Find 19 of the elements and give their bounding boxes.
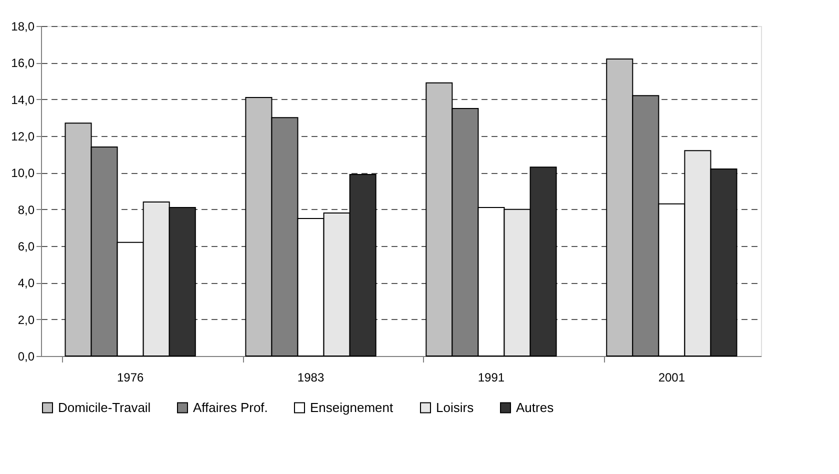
legend-label: Affaires Prof. (193, 400, 268, 415)
legend-label: Enseignement (310, 400, 394, 415)
y-tick-label: 6,0 (18, 240, 35, 254)
legend-label: Autres (516, 400, 554, 415)
y-tick-label: 18,0 (11, 20, 35, 34)
y-tick-label: 10,0 (11, 166, 35, 180)
legend-label: Domicile-Travail (58, 400, 151, 415)
y-tick-label: 0,0 (18, 350, 35, 364)
x-tick-label: 1983 (297, 370, 324, 384)
y-tick-label: 2,0 (18, 312, 35, 327)
x-tick-label: 2001 (658, 370, 686, 384)
y-tick-label: 16,0 (11, 56, 35, 70)
legend-label: Loisirs (436, 400, 474, 415)
y-tick-label: 8,0 (18, 202, 35, 217)
x-tick-label: 1991 (478, 370, 505, 384)
x-tick-label: 1976 (116, 370, 144, 384)
y-tick-label: 12,0 (11, 130, 35, 144)
y-tick-label: 14,0 (11, 92, 35, 107)
y-tick-label: 4,0 (18, 276, 35, 290)
